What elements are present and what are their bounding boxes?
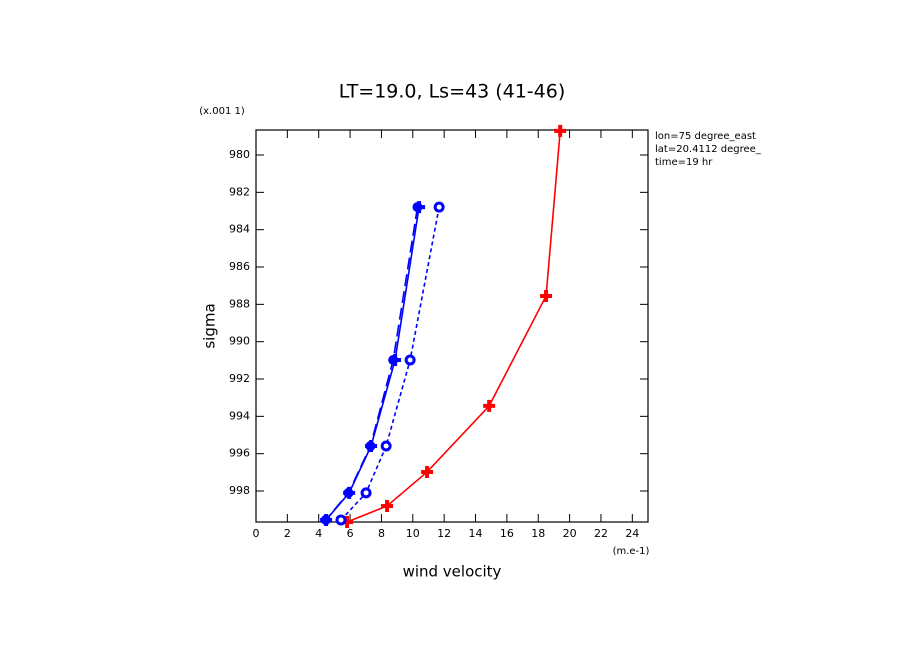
marker-cross bbox=[483, 399, 496, 412]
y-tick-label: 998 bbox=[229, 484, 250, 497]
x-unit-label: (m.e-1) bbox=[613, 546, 650, 557]
series-line bbox=[325, 206, 420, 521]
marker-cross bbox=[421, 465, 434, 478]
y-tick-label: 984 bbox=[229, 223, 250, 236]
x-tick-label: 2 bbox=[284, 527, 291, 540]
annotation: lon=75 degree_east bbox=[655, 131, 756, 142]
x-tick-label: 8 bbox=[378, 527, 385, 540]
plot-frame bbox=[255, 129, 649, 523]
plot-area bbox=[325, 130, 561, 522]
y-tick-label: 994 bbox=[229, 409, 250, 422]
marker bbox=[412, 202, 423, 213]
marker bbox=[343, 487, 354, 498]
marker bbox=[360, 487, 372, 499]
y-tick-label: 980 bbox=[229, 148, 250, 161]
marker bbox=[365, 441, 376, 452]
x-tick-label: 6 bbox=[347, 527, 354, 540]
x-tick-label: 18 bbox=[531, 527, 545, 540]
marker bbox=[320, 514, 331, 525]
series-line bbox=[346, 130, 561, 522]
marker bbox=[433, 201, 445, 213]
x-tick-label: 20 bbox=[563, 527, 577, 540]
y-tick-label: 988 bbox=[229, 297, 250, 310]
marker-cross bbox=[540, 289, 553, 302]
x-tick-label: 10 bbox=[406, 527, 420, 540]
x-tick-label: 16 bbox=[500, 527, 514, 540]
x-axis-label: wind velocity bbox=[403, 563, 502, 581]
y-scale-label: (x.001 1) bbox=[199, 106, 245, 117]
y-axis-label: sigma bbox=[201, 303, 219, 348]
marker bbox=[380, 440, 392, 452]
marker-cross bbox=[554, 124, 567, 137]
y-tick-label: 986 bbox=[229, 260, 250, 273]
x-tick-label: 22 bbox=[594, 527, 608, 540]
x-tick-label: 4 bbox=[315, 527, 322, 540]
x-tick-label: 0 bbox=[253, 527, 260, 540]
marker bbox=[404, 354, 416, 366]
y-tick-label: 982 bbox=[229, 185, 250, 198]
series-line bbox=[340, 206, 440, 521]
x-tick-label: 14 bbox=[469, 527, 483, 540]
x-tick-label: 12 bbox=[437, 527, 451, 540]
series-line bbox=[325, 206, 419, 521]
x-tick-label: 24 bbox=[625, 527, 639, 540]
y-tick-label: 990 bbox=[229, 335, 250, 348]
chart-title: LT=19.0, Ls=43 (41-46) bbox=[339, 81, 566, 103]
marker bbox=[483, 399, 496, 412]
annotation: time=19 hr bbox=[655, 157, 713, 168]
marker bbox=[421, 465, 434, 478]
marker-cross bbox=[381, 499, 394, 512]
annotation: lat=20.4112 degree_ bbox=[655, 144, 762, 155]
marker bbox=[540, 289, 553, 302]
y-tick-label: 996 bbox=[229, 447, 250, 460]
marker bbox=[335, 514, 347, 526]
marker bbox=[381, 499, 394, 512]
marker bbox=[554, 124, 567, 137]
marker bbox=[388, 354, 399, 365]
y-tick-label: 992 bbox=[229, 372, 250, 385]
